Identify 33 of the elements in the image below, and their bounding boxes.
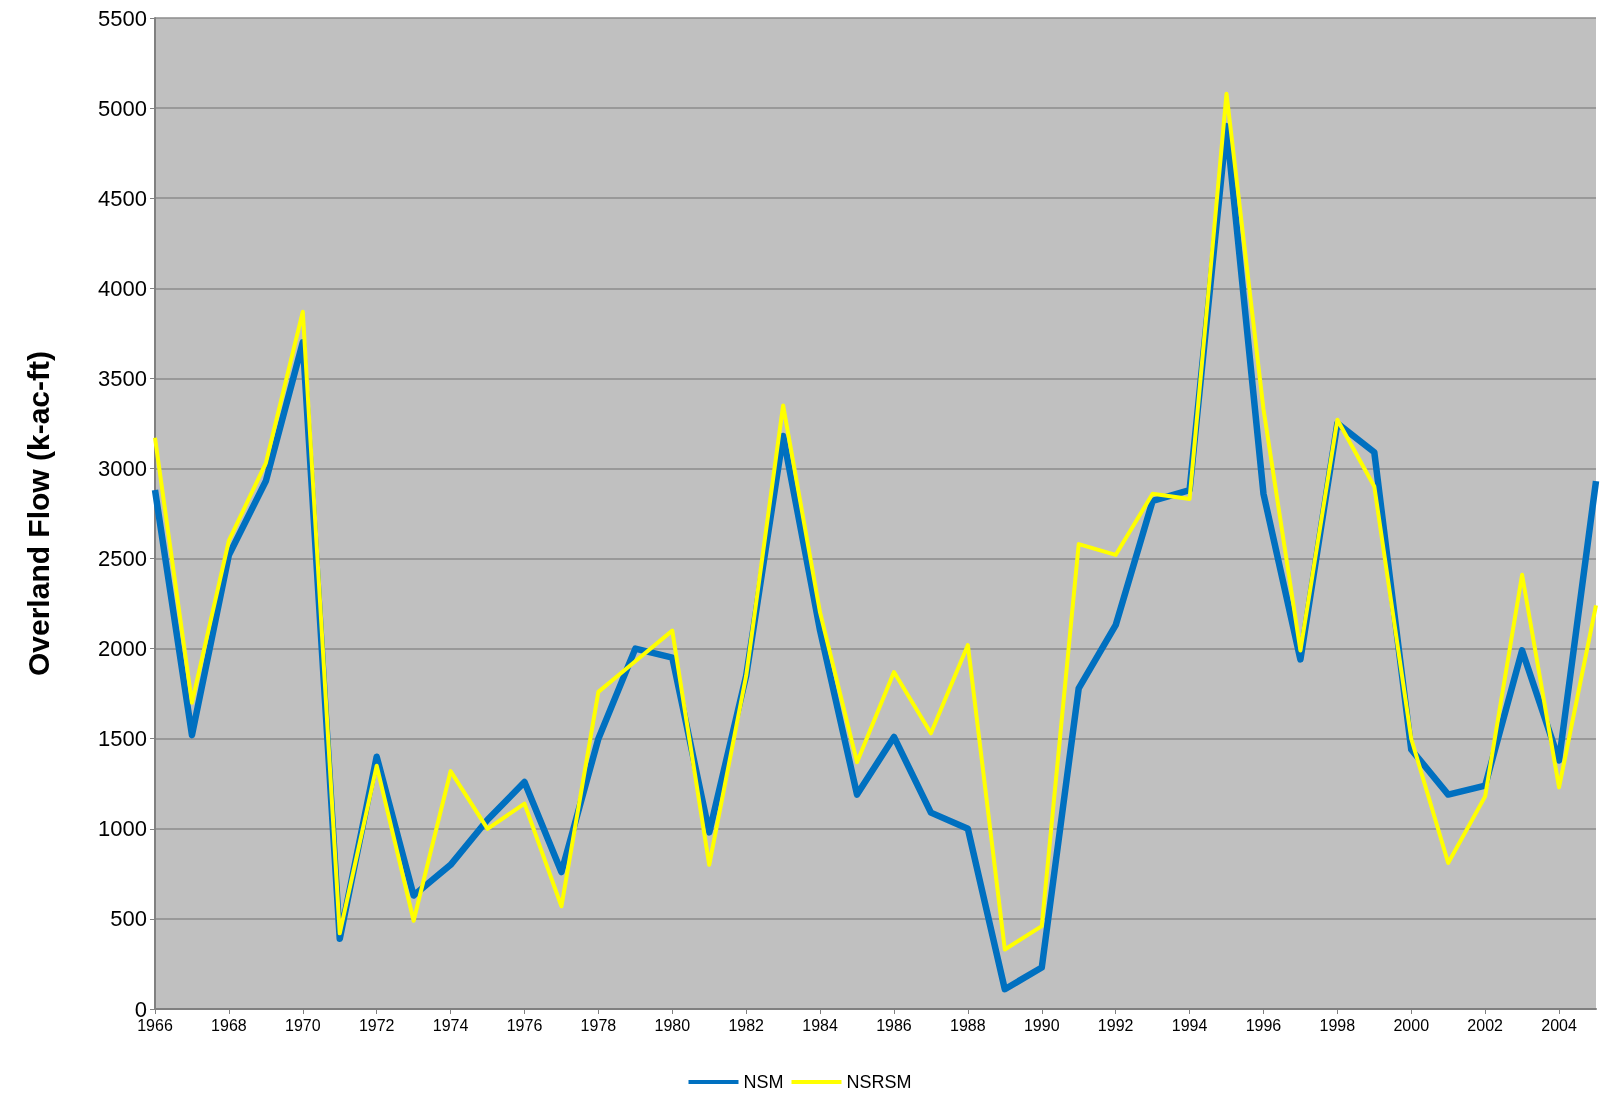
x-tick-label: 1992 [1097, 1016, 1134, 1034]
y-tick-label: 1500 [98, 726, 147, 752]
y-axis-title: Overland Flow (k-ac-ft) [21, 350, 55, 677]
x-tick-label: 1986 [876, 1016, 912, 1034]
x-tick-label: 1998 [1319, 1016, 1356, 1034]
y-tick-label: 3000 [98, 455, 147, 481]
y-tick-label: 4500 [98, 185, 147, 211]
x-tick-label: 1974 [432, 1016, 469, 1034]
legend-label: NSM [743, 1072, 784, 1092]
x-tick-label: 2000 [1393, 1016, 1430, 1034]
x-tick-label: 1988 [950, 1016, 986, 1034]
y-tick-label: 5000 [98, 95, 147, 121]
y-tick-label: 5500 [98, 5, 147, 31]
x-tick-label: 1996 [1245, 1016, 1282, 1034]
y-tick-label: 2000 [98, 636, 147, 662]
x-tick-label: 1968 [211, 1016, 247, 1034]
x-tick-label: 1984 [802, 1016, 838, 1034]
x-tick-label: 1970 [285, 1016, 321, 1034]
x-tick-label: 2004 [1541, 1016, 1577, 1034]
legend-label: NSRSM [846, 1072, 912, 1092]
x-tick-label: 1976 [506, 1016, 543, 1034]
x-tick-label: 1972 [358, 1016, 395, 1034]
y-tick-label: 2500 [98, 546, 147, 572]
y-tick-label: 3500 [98, 365, 147, 391]
x-tick-label: 1980 [654, 1016, 691, 1034]
x-tick-label: 1978 [580, 1016, 617, 1034]
x-tick-label: 1990 [1023, 1016, 1060, 1034]
x-tick-label: 1994 [1171, 1016, 1208, 1034]
x-tick-label: 2002 [1467, 1016, 1504, 1034]
y-tick-label: 500 [110, 906, 147, 932]
x-tick-label: 1982 [728, 1016, 765, 1034]
y-tick-label: 4000 [98, 275, 147, 301]
y-tick-label: 1000 [98, 816, 147, 842]
